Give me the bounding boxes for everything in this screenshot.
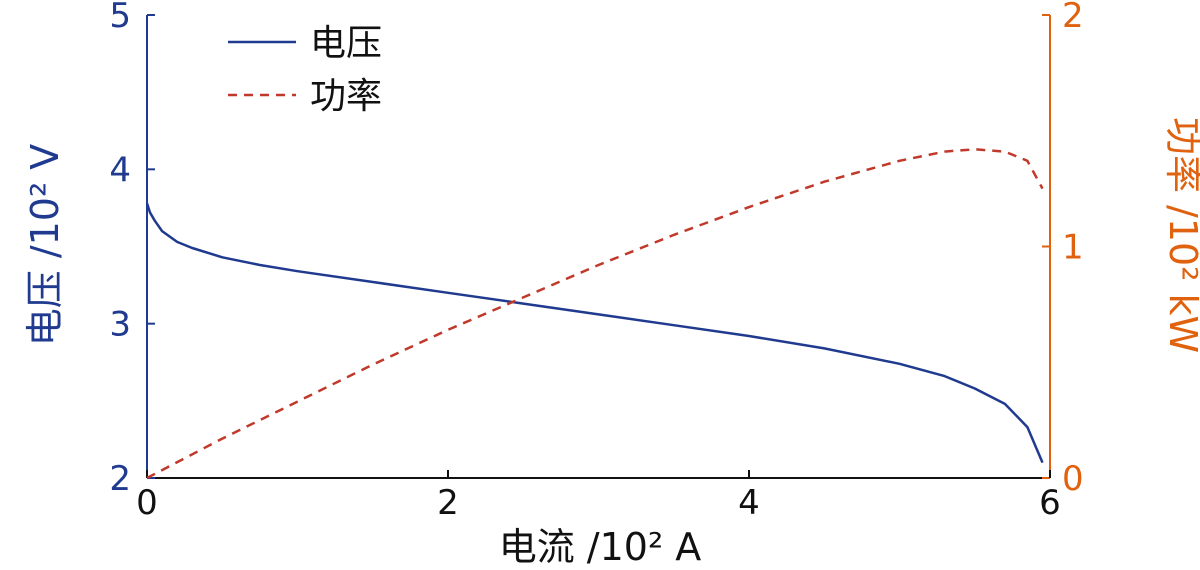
legend-voltage-label: 电压 [310,23,382,64]
x-tick-label: 4 [738,483,760,523]
x-tick-label: 6 [1039,483,1061,523]
series-layer [145,148,1044,480]
voltage-series-line [145,202,1044,464]
right-tick-label: 2 [1062,0,1084,36]
x-axis-title: 电流 /10² A [499,525,702,569]
legend: 电压 功率 [228,23,382,117]
left-tick-label: 5 [109,0,131,36]
right-tick-label: 0 [1062,459,1084,499]
x-tick-label: 2 [437,483,459,523]
power-series-line [146,148,1044,480]
x-tick-label: 0 [136,483,158,523]
left-tick-label: 2 [109,459,131,499]
right-tick-label: 1 [1062,228,1084,268]
legend-power-label: 功率 [310,76,382,117]
left-axis-title: 电压 /10² V [23,144,67,347]
left-tick-label: 4 [109,150,131,190]
right-axis-title: 功率 /10² kW [1161,117,1200,353]
left-tick-label: 3 [109,305,131,345]
